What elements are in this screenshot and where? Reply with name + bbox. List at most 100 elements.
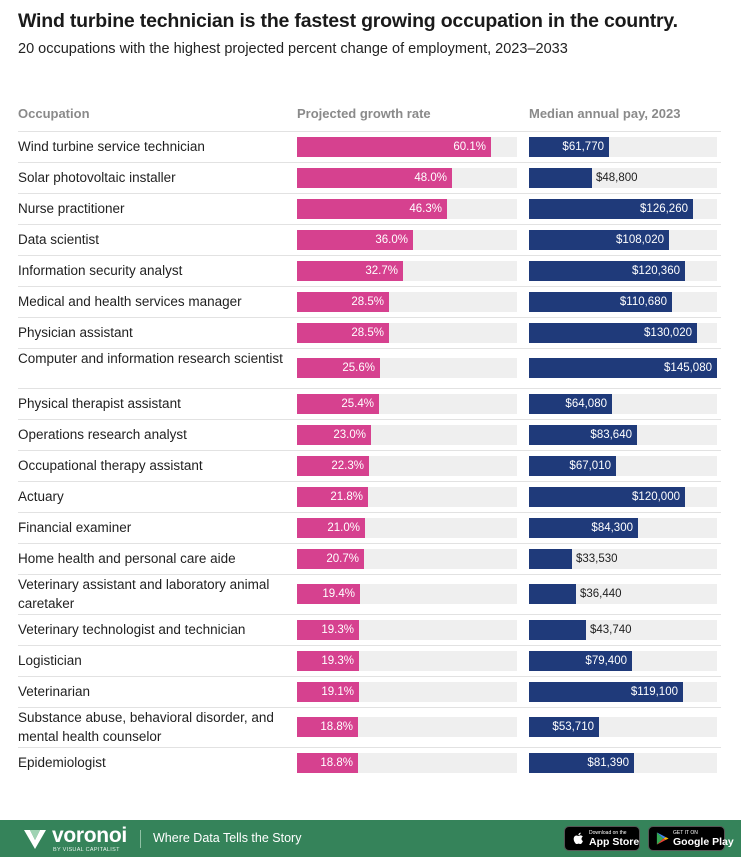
chart-subtitle: 20 occupations with the highest projecte… <box>18 41 568 57</box>
occupation-label: Financial examiner <box>18 520 132 535</box>
growth-value-label: 19.3% <box>321 623 354 636</box>
row-divider <box>18 193 721 194</box>
pay-bar <box>529 455 616 476</box>
pay-bar-track <box>529 584 717 604</box>
occupation-label: Physical therapist assistant <box>18 396 181 411</box>
growth-value-label: 32.7% <box>365 264 398 277</box>
growth-bar <box>297 198 447 219</box>
row-divider <box>18 574 721 575</box>
row-divider <box>18 747 721 748</box>
app-store-button[interactable]: Download on the App Store <box>564 826 640 851</box>
pay-value-label: $81,390 <box>587 756 629 769</box>
occupation-label: Veterinarian <box>18 684 91 699</box>
growth-bar <box>297 619 359 640</box>
pay-value-label: $64,080 <box>565 397 607 410</box>
growth-bar <box>297 455 369 476</box>
row-divider <box>18 162 721 163</box>
row-divider <box>18 645 721 646</box>
pay-bar <box>529 260 685 281</box>
growth-value-label: 19.1% <box>321 685 354 698</box>
growth-bar <box>297 717 358 737</box>
row-divider <box>18 512 721 513</box>
chart-title: Wind turbine technician is the fastest g… <box>18 10 678 32</box>
growth-value-label: 23.0% <box>333 428 366 441</box>
growth-bar <box>297 229 413 250</box>
growth-value-label: 46.3% <box>409 202 442 215</box>
pay-bar <box>529 322 697 343</box>
row-divider <box>18 224 721 225</box>
occupation-label: Home health and personal care aide <box>18 551 236 566</box>
chart-rows: Wind turbine service technician 60.1% $61,… <box>18 131 721 773</box>
footer-divider <box>140 830 141 848</box>
pay-bar-track <box>529 548 717 569</box>
occupation-label: Medical and health services manager <box>18 294 242 309</box>
row-divider <box>18 388 721 389</box>
growth-bar <box>297 136 491 157</box>
row-divider <box>18 450 721 451</box>
pay-value-label: $108,020 <box>616 233 664 246</box>
pay-value-label: $145,080 <box>664 362 712 374</box>
occupation-label: Computer and information research scient… <box>18 351 283 366</box>
pay-value-label: $120,360 <box>632 264 680 277</box>
row-divider <box>18 676 721 677</box>
column-header-occupation: Occupation <box>18 106 90 121</box>
growth-bar <box>297 322 389 343</box>
growth-value-label: 21.0% <box>327 521 360 534</box>
column-header-growth: Projected growth rate <box>297 106 431 121</box>
growth-value-label: 19.3% <box>321 654 354 667</box>
growth-bar <box>297 650 359 671</box>
growth-bar <box>297 486 368 507</box>
pay-value-label: $61,770 <box>562 140 604 153</box>
occupation-label: Nurse practitioner <box>18 201 125 216</box>
row-divider <box>18 255 721 256</box>
column-header-pay: Median annual pay, 2023 <box>529 106 681 121</box>
app-store-label: App Store <box>589 836 640 848</box>
growth-bar <box>297 393 379 414</box>
pay-value-label: $126,260 <box>640 202 688 215</box>
pay-value-label: $110,680 <box>619 295 667 308</box>
pay-bar <box>529 167 592 188</box>
row-divider <box>18 543 721 544</box>
pay-value-label: $53,710 <box>552 721 594 733</box>
growth-bar <box>297 517 365 538</box>
row-divider <box>18 286 721 287</box>
pay-value-label: $120,000 <box>632 490 680 503</box>
occupation-label: Occupational therapy assistant <box>18 458 203 473</box>
growth-value-label: 18.8% <box>320 756 353 769</box>
pay-bar <box>529 424 637 445</box>
footer-tagline: Where Data Tells the Story <box>153 831 302 845</box>
growth-bar <box>297 548 364 569</box>
google-play-button[interactable]: GET IT ON Google Play <box>648 826 734 851</box>
growth-value-label: 60.1% <box>453 140 486 153</box>
brand-subtitle: BY VISUAL CAPITALIST <box>53 847 120 853</box>
growth-bar <box>297 752 358 773</box>
google-play-small-text: GET IT ON <box>673 830 698 836</box>
pay-value-label: $67,010 <box>569 459 611 472</box>
pay-bar <box>529 198 693 219</box>
pay-bar <box>529 717 599 737</box>
google-play-label: Google Play <box>673 836 734 848</box>
occupation-label: Wind turbine service technician <box>18 139 205 154</box>
growth-value-label: 20.7% <box>326 552 359 565</box>
pay-bar <box>529 358 717 378</box>
apple-icon <box>573 832 583 845</box>
pay-value-label: $33,530 <box>576 552 618 565</box>
row-divider <box>18 614 721 615</box>
pay-bar <box>529 486 685 507</box>
growth-bar <box>297 681 359 702</box>
google-play-icon <box>656 832 669 845</box>
pay-bar <box>529 681 683 702</box>
occupation-label: Logistician <box>18 653 82 668</box>
growth-bar <box>297 291 389 312</box>
growth-value-label: 36.0% <box>375 233 408 246</box>
pay-value-label: $83,640 <box>590 428 632 441</box>
occupation-label: Operations research analyst <box>18 427 187 442</box>
occupation-label: Physician assistant <box>18 325 133 340</box>
pay-bar <box>529 229 669 250</box>
growth-bar <box>297 358 380 378</box>
growth-value-label: 48.0% <box>414 171 447 184</box>
occupation-label: Actuary <box>18 489 64 504</box>
row-divider <box>18 348 721 349</box>
row-divider <box>18 707 721 708</box>
growth-bar <box>297 424 371 445</box>
